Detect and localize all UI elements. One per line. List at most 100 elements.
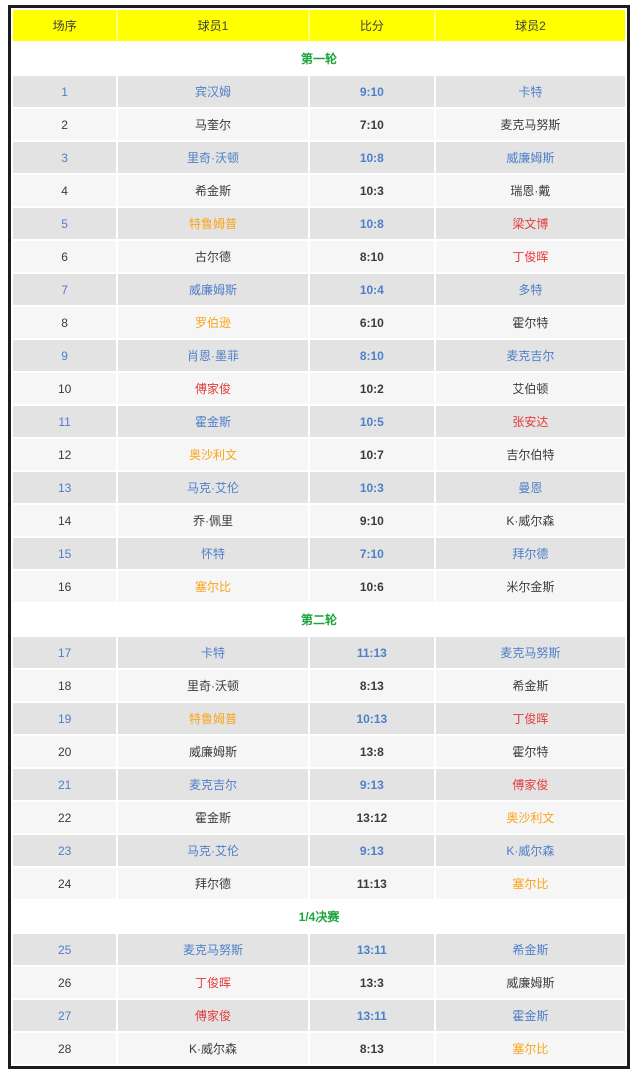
match-no-cell: 7: [13, 274, 119, 307]
match-no-cell: 15: [13, 538, 119, 571]
player2-cell: 卡特: [435, 76, 625, 109]
player1-cell: 宾汉姆: [118, 76, 310, 109]
match-no-cell: 2: [13, 109, 119, 142]
score-cell: 13:11: [309, 1000, 436, 1033]
match-row: 21 麦克吉尔 9:13 傅家俊: [13, 769, 625, 802]
score-cell: 7:10: [309, 538, 436, 571]
match-row: 22 霍金斯 13:12 奥沙利文: [13, 802, 625, 835]
player1-cell: 古尔德: [118, 241, 310, 274]
match-row: 12 奥沙利文 10:7 吉尔伯特: [13, 439, 625, 472]
score-cell: 10:3: [309, 175, 436, 208]
score-cell: 13:8: [309, 736, 436, 769]
player2-cell: 多特: [435, 274, 625, 307]
player2-cell: 威廉姆斯: [435, 967, 625, 1000]
player2-cell: 拜尔德: [435, 538, 625, 571]
score-cell: 13:3: [309, 967, 436, 1000]
col-header-player2: 球员2: [435, 10, 625, 43]
match-no-cell: 21: [13, 769, 119, 802]
score-cell: 8:10: [309, 241, 436, 274]
player2-cell: 麦克马努斯: [435, 637, 625, 670]
match-no-cell: 22: [13, 802, 119, 835]
match-row: 28 K·威尔森 8:13 塞尔比: [13, 1033, 625, 1064]
player1-cell: 傅家俊: [118, 1000, 310, 1033]
score-cell: 6:10: [309, 307, 436, 340]
player1-cell: K·威尔森: [118, 1033, 310, 1064]
match-row: 17 卡特 11:13 麦克马努斯: [13, 637, 625, 670]
player1-cell: 特鲁姆普: [118, 208, 310, 241]
score-cell: 8:13: [309, 1033, 436, 1064]
match-row: 3 里奇·沃顿 10:8 威廉姆斯: [13, 142, 625, 175]
player2-cell: 希金斯: [435, 934, 625, 967]
score-cell: 10:2: [309, 373, 436, 406]
match-no-cell: 10: [13, 373, 119, 406]
match-row: 18 里奇·沃顿 8:13 希金斯: [13, 670, 625, 703]
section-row: 第二轮: [13, 604, 625, 637]
player1-cell: 威廉姆斯: [118, 736, 310, 769]
match-no-cell: 17: [13, 637, 119, 670]
match-row: 10 傅家俊 10:2 艾伯顿: [13, 373, 625, 406]
match-no-cell: 5: [13, 208, 119, 241]
player2-cell: 塞尔比: [435, 868, 625, 901]
match-row: 8 罗伯逊 6:10 霍尔特: [13, 307, 625, 340]
player1-cell: 丁俊晖: [118, 967, 310, 1000]
score-cell: 13:11: [309, 934, 436, 967]
player2-cell: 希金斯: [435, 670, 625, 703]
match-no-cell: 28: [13, 1033, 119, 1064]
score-cell: 9:10: [309, 76, 436, 109]
match-no-cell: 6: [13, 241, 119, 274]
score-cell: 13:12: [309, 802, 436, 835]
match-row: 2 马奎尔 7:10 麦克马努斯: [13, 109, 625, 142]
score-cell: 10:7: [309, 439, 436, 472]
score-cell: 10:6: [309, 571, 436, 604]
match-no-cell: 23: [13, 835, 119, 868]
player1-cell: 罗伯逊: [118, 307, 310, 340]
match-no-cell: 20: [13, 736, 119, 769]
player2-cell: 霍尔特: [435, 307, 625, 340]
score-cell: 11:13: [309, 637, 436, 670]
score-cell: 10:4: [309, 274, 436, 307]
player2-cell: 霍金斯: [435, 1000, 625, 1033]
match-no-cell: 11: [13, 406, 119, 439]
score-cell: 9:13: [309, 769, 436, 802]
match-row: 9 肖恩·墨菲 8:10 麦克吉尔: [13, 340, 625, 373]
col-header-score: 比分: [309, 10, 436, 43]
score-cell: 7:10: [309, 109, 436, 142]
match-no-cell: 4: [13, 175, 119, 208]
player2-cell: 威廉姆斯: [435, 142, 625, 175]
player1-cell: 希金斯: [118, 175, 310, 208]
col-header-player1: 球员1: [118, 10, 310, 43]
player2-cell: K·威尔森: [435, 505, 625, 538]
match-row: 27 傅家俊 13:11 霍金斯: [13, 1000, 625, 1033]
player1-cell: 马克·艾伦: [118, 472, 310, 505]
match-no-cell: 12: [13, 439, 119, 472]
player1-cell: 威廉姆斯: [118, 274, 310, 307]
player1-cell: 奥沙利文: [118, 439, 310, 472]
player1-cell: 马克·艾伦: [118, 835, 310, 868]
match-row: 20 威廉姆斯 13:8 霍尔特: [13, 736, 625, 769]
score-cell: 10:3: [309, 472, 436, 505]
player2-cell: 丁俊晖: [435, 703, 625, 736]
player1-cell: 塞尔比: [118, 571, 310, 604]
player1-cell: 拜尔德: [118, 868, 310, 901]
player1-cell: 麦克吉尔: [118, 769, 310, 802]
player2-cell: 张安达: [435, 406, 625, 439]
results-table-container: 场序 球员1 比分 球员2 第一轮 1 宾汉姆 9:10 卡特 2 马奎尔 7:10 麦克马努斯…: [8, 5, 630, 1069]
match-row: 15 怀特 7:10 拜尔德: [13, 538, 625, 571]
player1-cell: 马奎尔: [118, 109, 310, 142]
match-no-cell: 25: [13, 934, 119, 967]
match-row: 23 马克·艾伦 9:13 K·威尔森: [13, 835, 625, 868]
player2-cell: 梁文博: [435, 208, 625, 241]
player2-cell: 塞尔比: [435, 1033, 625, 1064]
match-row: 26 丁俊晖 13:3 威廉姆斯: [13, 967, 625, 1000]
player2-cell: 丁俊晖: [435, 241, 625, 274]
score-cell: 8:10: [309, 340, 436, 373]
match-row: 19 特鲁姆普 10:13 丁俊晖: [13, 703, 625, 736]
player1-cell: 乔·佩里: [118, 505, 310, 538]
match-no-cell: 19: [13, 703, 119, 736]
score-cell: 9:13: [309, 835, 436, 868]
player2-cell: 霍尔特: [435, 736, 625, 769]
match-row: 13 马克·艾伦 10:3 曼恩: [13, 472, 625, 505]
player1-cell: 霍金斯: [118, 802, 310, 835]
match-no-cell: 16: [13, 571, 119, 604]
match-row: 11 霍金斯 10:5 张安达: [13, 406, 625, 439]
